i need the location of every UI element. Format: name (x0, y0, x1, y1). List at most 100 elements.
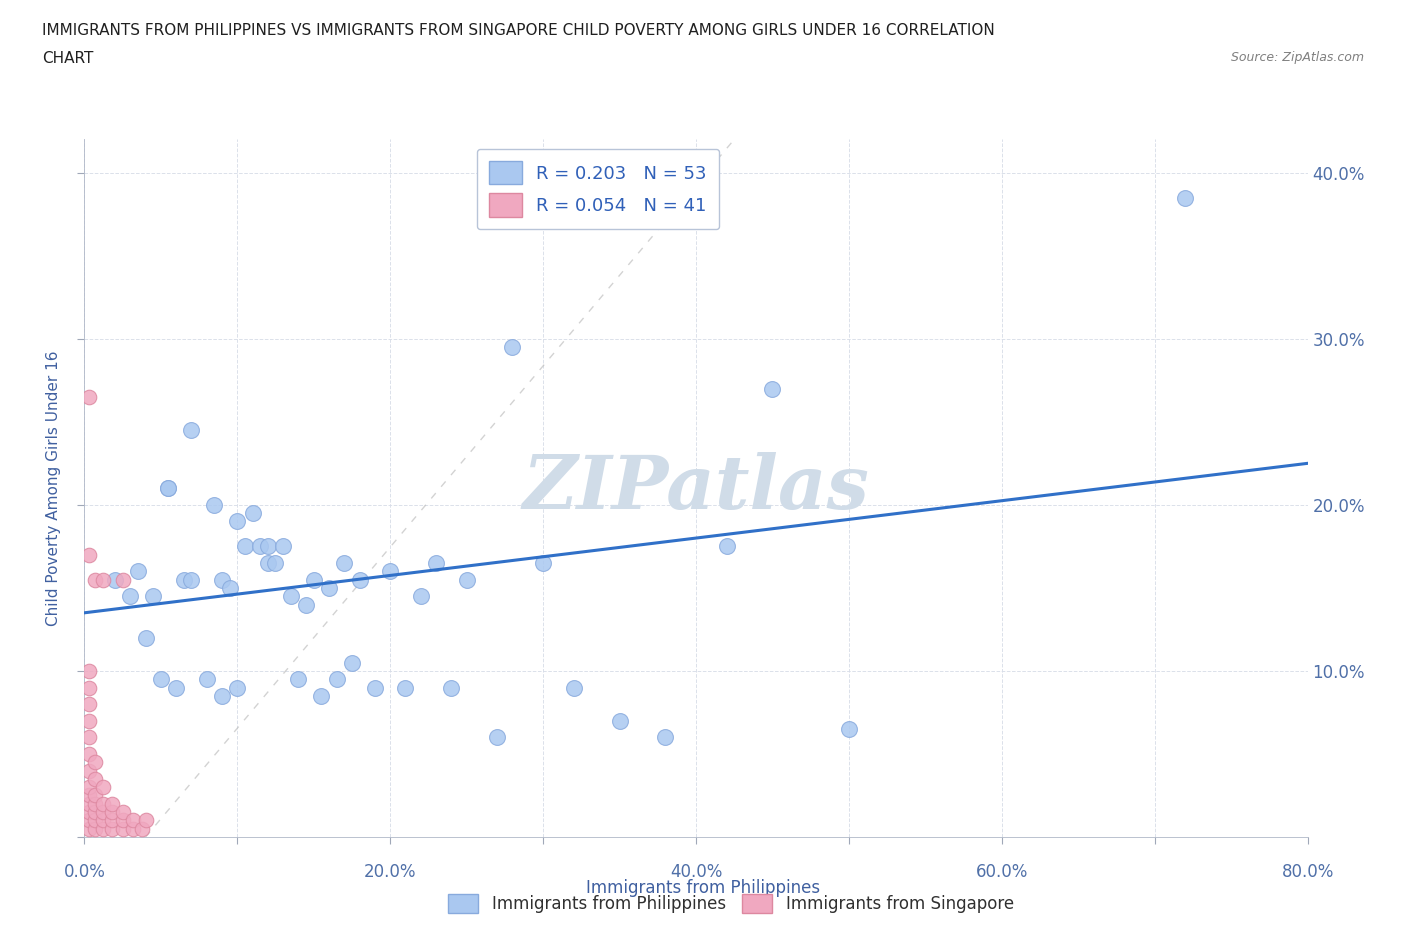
Point (249, 539, 271, 554)
Point (77, 697, 100, 711)
Point (838, 722, 860, 737)
Point (84, 755, 107, 770)
Point (380, 564, 402, 578)
Point (77, 713, 100, 728)
Point (349, 572, 371, 587)
Point (84, 821, 107, 836)
Point (409, 589, 432, 604)
Point (180, 422, 202, 438)
Point (77, 804, 100, 819)
Point (211, 572, 233, 587)
Point (149, 671, 172, 686)
Point (111, 572, 134, 587)
Point (165, 680, 187, 695)
Point (142, 589, 165, 604)
Point (77, 821, 100, 836)
Point (502, 339, 524, 354)
Point (562, 680, 585, 695)
Point (84, 788, 107, 803)
Point (91, 821, 114, 836)
Point (257, 555, 280, 570)
Point (195, 671, 218, 686)
Point (295, 597, 318, 612)
Legend: Immigrants from Philippines, Immigrants from Singapore: Immigrants from Philippines, Immigrants … (441, 887, 1021, 920)
Point (486, 730, 509, 745)
Point (77, 730, 100, 745)
Point (173, 572, 195, 587)
Point (77, 680, 100, 695)
Point (111, 813, 134, 828)
Point (91, 572, 114, 587)
Point (311, 688, 333, 703)
Text: Source: ZipAtlas.com: Source: ZipAtlas.com (1230, 51, 1364, 64)
Point (84, 796, 107, 811)
Point (1174, 191, 1197, 206)
Point (218, 580, 240, 595)
Text: CHART: CHART (42, 51, 94, 66)
Text: 40.0%: 40.0% (669, 863, 723, 881)
Point (325, 671, 347, 686)
Point (440, 680, 463, 695)
Point (91, 796, 114, 811)
Point (202, 498, 225, 512)
Point (302, 572, 325, 587)
Point (271, 539, 294, 554)
Text: IMMIGRANTS FROM PHILIPPINES VS IMMIGRANTS FROM SINGAPORE CHILD POVERTY AMONG GIR: IMMIGRANTS FROM PHILIPPINES VS IMMIGRANT… (42, 23, 995, 38)
Point (180, 572, 202, 587)
Point (340, 656, 363, 671)
Point (127, 564, 149, 578)
Legend: R = 0.203   N = 53, R = 0.054   N = 41: R = 0.203 N = 53, R = 0.054 N = 41 (477, 149, 720, 229)
Point (318, 580, 340, 595)
Point (654, 730, 676, 745)
Point (287, 671, 309, 686)
Point (77, 747, 100, 762)
Point (84, 572, 107, 587)
Point (264, 555, 287, 570)
Point (91, 813, 114, 828)
Point (77, 764, 100, 778)
Point (77, 788, 100, 803)
Point (101, 821, 124, 836)
Point (84, 772, 107, 787)
Point (111, 821, 134, 836)
Point (333, 555, 356, 570)
Point (394, 680, 416, 695)
Point (456, 572, 478, 587)
Point (77, 663, 100, 678)
Point (226, 514, 249, 529)
Text: 80.0%: 80.0% (1281, 863, 1334, 881)
Point (77, 796, 100, 811)
Text: 60.0%: 60.0% (976, 863, 1028, 881)
Point (120, 589, 142, 604)
Point (609, 713, 631, 728)
Point (257, 539, 280, 554)
Point (233, 539, 256, 554)
Point (135, 813, 157, 828)
Point (77, 547, 100, 562)
Point (77, 390, 100, 405)
Point (242, 506, 264, 521)
Point (716, 539, 738, 554)
Point (101, 796, 124, 811)
Point (157, 481, 180, 496)
Point (364, 680, 387, 695)
Point (122, 813, 145, 828)
Point (761, 381, 783, 396)
Text: 0.0%: 0.0% (63, 863, 105, 881)
Point (122, 821, 145, 836)
Point (531, 555, 554, 570)
Point (135, 631, 157, 645)
Point (131, 821, 153, 836)
Point (77, 779, 100, 794)
Point (111, 804, 134, 819)
Text: 20.0%: 20.0% (364, 863, 416, 881)
Point (101, 813, 124, 828)
Point (157, 481, 180, 496)
Point (91, 804, 114, 819)
Point (77, 813, 100, 828)
Point (101, 804, 124, 819)
Text: Immigrants from Philippines: Immigrants from Philippines (586, 879, 820, 897)
Point (211, 688, 233, 703)
Point (84, 813, 107, 828)
Y-axis label: Child Poverty Among Girls Under 16: Child Poverty Among Girls Under 16 (46, 351, 62, 626)
